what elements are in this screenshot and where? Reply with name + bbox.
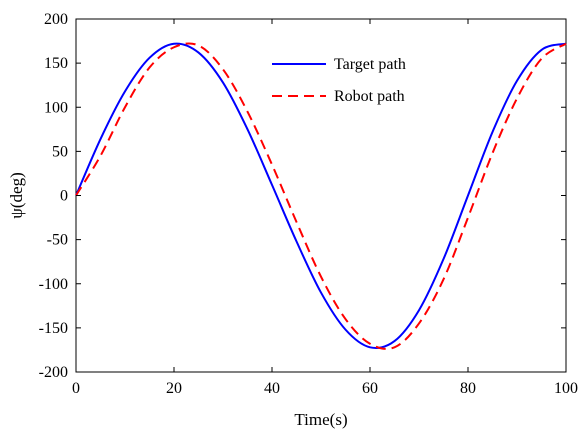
y-tick-label: -50: [47, 232, 68, 249]
x-tick-label: 80: [460, 380, 476, 397]
x-tick-label: 0: [72, 380, 80, 397]
x-axis-label: Time(s): [294, 410, 347, 429]
plot-frame: [75, 18, 567, 373]
legend-label-target-path: Target path: [334, 56, 406, 73]
target-path-line: [75, 42, 567, 349]
y-tick-label: -150: [39, 320, 68, 337]
y-tick-label: 150: [44, 55, 68, 72]
x-tick-label: 60: [362, 380, 378, 397]
y-axis-label: ψ(deg): [7, 172, 26, 219]
x-tick-label: 40: [264, 380, 280, 397]
x-tick-label: 100: [554, 380, 578, 397]
plot-area: [75, 18, 567, 373]
y-tick-label: -100: [39, 276, 68, 293]
y-tick-label: 100: [44, 99, 68, 116]
legend-label-robot-path: Robot path: [334, 88, 405, 105]
y-tick-label: -200: [39, 364, 68, 381]
ticks-layer: 0 20 40 60 80 100 -200 -150 -100 -50 0 50 100 150 200: [39, 11, 578, 397]
series-layer: [75, 42, 567, 350]
y-tick-label: 50: [52, 143, 68, 160]
legend: Target path Robot path: [272, 56, 406, 105]
y-tick-label: 200: [44, 11, 68, 28]
robot-path-line: [75, 42, 567, 350]
y-tick-label: 0: [60, 188, 68, 205]
x-tick-label: 20: [166, 380, 182, 397]
